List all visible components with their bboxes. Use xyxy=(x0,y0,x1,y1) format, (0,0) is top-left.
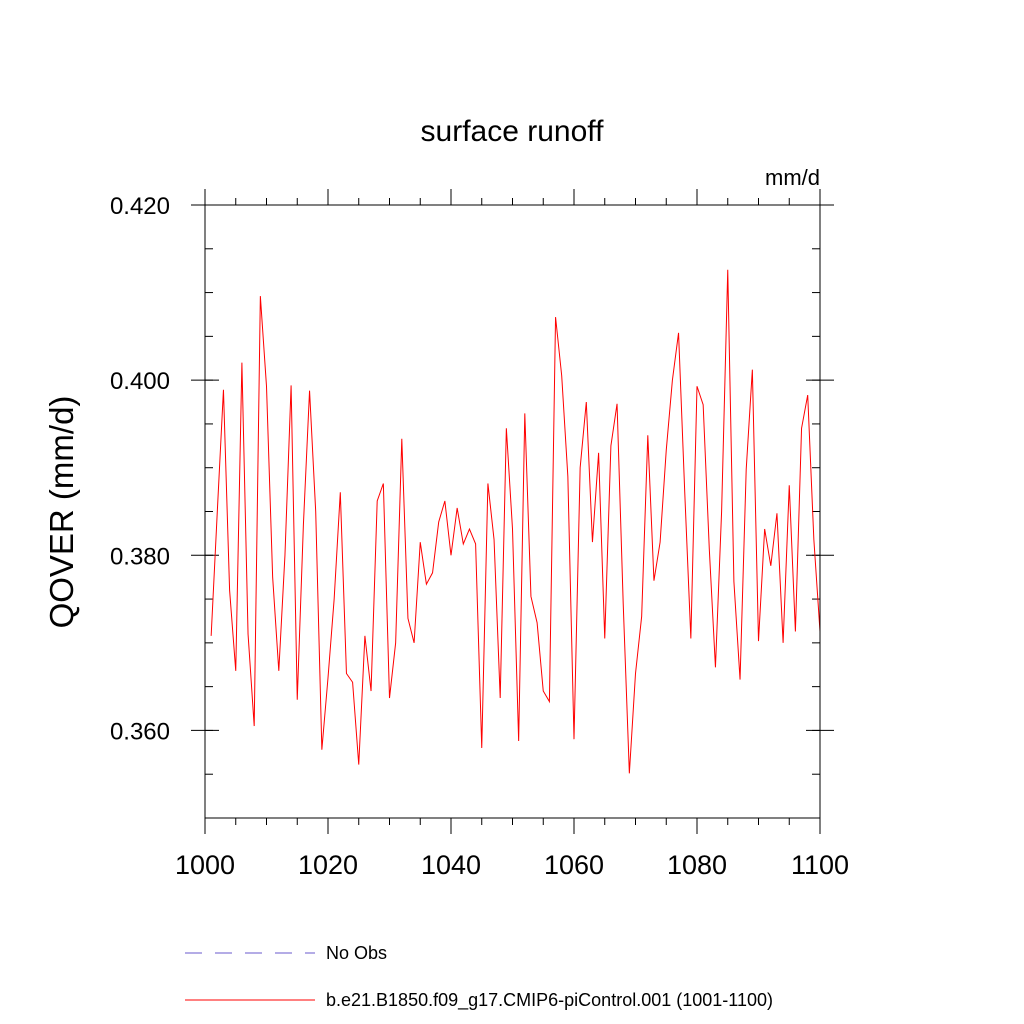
series-line xyxy=(210,269,821,774)
units-label: mm/d xyxy=(765,165,820,190)
x-tick-label: 1020 xyxy=(298,850,358,880)
legend-label-no-obs: No Obs xyxy=(326,943,387,963)
y-tick-label: 0.420 xyxy=(110,193,170,220)
x-tick-label: 1060 xyxy=(544,850,604,880)
legend-label-picontrol: b.e21.B1850.f09_g17.CMIP6-piControl.001 … xyxy=(326,990,773,1011)
y-tick-label: 0.400 xyxy=(110,368,170,395)
axis-ticks xyxy=(191,189,834,834)
series-layer xyxy=(210,269,821,774)
chart-title: surface runoff xyxy=(421,115,605,148)
legend: No Obs b.e21.B1850.f09_g17.CMIP6-piContr… xyxy=(185,943,773,1011)
x-tick-label: 1000 xyxy=(175,850,235,880)
y-axis-label: QOVER (mm/d) xyxy=(43,396,80,629)
y-tick-label: 0.380 xyxy=(110,543,170,570)
x-tick-label: 1100 xyxy=(791,850,849,880)
y-tick-label: 0.360 xyxy=(110,718,170,745)
plot-frame xyxy=(204,204,821,819)
x-tick-label: 1040 xyxy=(421,850,481,880)
tick-labels: 1000 1020 1040 1060 1080 1100 0.360 0.380 0.400 0… xyxy=(110,193,849,880)
x-tick-label: 1080 xyxy=(667,850,727,880)
